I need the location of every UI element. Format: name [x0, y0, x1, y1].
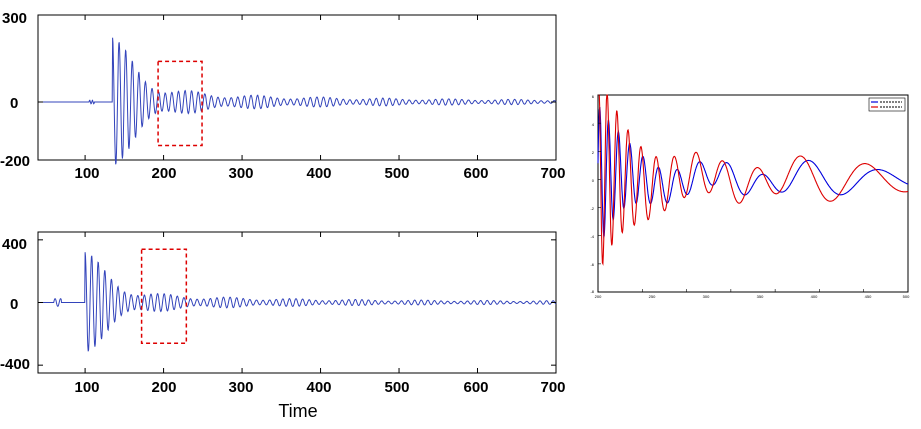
right-xtick-label-4: 400: [811, 294, 818, 299]
right-xtick-label-3: 350: [757, 294, 764, 299]
right-ytick-label-3: 0: [592, 178, 595, 183]
top-xtick-label-5: 600: [463, 165, 488, 182]
bottom-xtick-label-5: 600: [463, 379, 488, 396]
bottom-tick-marks: [38, 232, 557, 373]
right-xtick-label-5: 450: [865, 294, 872, 299]
right-plot-area: [597, 94, 909, 293]
right-ytick-label-1: 4: [592, 122, 595, 127]
top-xtick-label-6: 700: [540, 165, 565, 182]
bottom-plot-area: [37, 231, 557, 374]
right-ytick-label-4: -2: [590, 206, 594, 211]
right-ytick-label-2: 2: [592, 150, 595, 155]
bottom-chart: 400 0 -400 100 200 300 400 500 600 700 T…: [0, 231, 566, 421]
bottom-xtick-label-3: 400: [306, 379, 331, 396]
bottom-xtick-label-1: 200: [151, 379, 176, 396]
right-xtick-label-6: 500: [903, 294, 910, 299]
right-ytick-label-5: -4: [590, 234, 594, 239]
bottom-signal-series: [38, 252, 557, 352]
right-signal-series: [597, 94, 909, 266]
signal-line: [38, 37, 557, 165]
right-tick-marks: [597, 94, 865, 293]
top-signal-series: [38, 37, 557, 165]
top-plot-area: [37, 14, 557, 161]
right-chart: 6 4 2 0 -2 -4 -6 -8 200 250 300 350 400 …: [590, 94, 910, 299]
top-tick-marks: [38, 14, 557, 161]
right-xtick-label-0: 200: [595, 294, 602, 299]
right-ytick-label-0: 6: [592, 94, 595, 99]
right-legend: [868, 97, 906, 112]
blue-series-line: [597, 107, 909, 239]
right-ytick-label-7: -8: [590, 289, 594, 294]
top-xtick-label-4: 500: [384, 165, 409, 182]
top-xtick-label-1: 200: [151, 165, 176, 182]
top-chart: 300 0 -200 100 200 300 400 500 600 700: [0, 10, 566, 182]
bottom-xtick-label-6: 700: [540, 379, 565, 396]
top-ytick-label-1: 0: [10, 95, 18, 112]
right-xtick-label-1: 250: [649, 294, 656, 299]
top-highlight-box: [157, 60, 203, 147]
right-ytick-label-6: -6: [590, 262, 594, 267]
bottom-xtick-label-4: 500: [384, 379, 409, 396]
legend-box: [868, 97, 906, 112]
right-xtick-label-2: 300: [703, 294, 710, 299]
top-xtick-label-3: 400: [306, 165, 331, 182]
bottom-xaxis-label: Time: [278, 401, 317, 421]
top-xtick-label-0: 100: [74, 165, 99, 182]
bottom-ytick-label-1: 0: [10, 296, 18, 313]
bottom-xtick-label-2: 300: [228, 379, 253, 396]
red-series-line: [598, 94, 909, 266]
top-xtick-label-2: 300: [228, 165, 253, 182]
bottom-ytick-label-0: 400: [2, 236, 27, 253]
bottom-xtick-label-0: 100: [74, 379, 99, 396]
bottom-ytick-label-2: -400: [0, 356, 30, 373]
signal-line: [38, 252, 557, 352]
top-ytick-label-2: -200: [0, 153, 30, 170]
top-ytick-label-0: 300: [2, 10, 27, 27]
bottom-highlight-box: [140, 248, 188, 344]
